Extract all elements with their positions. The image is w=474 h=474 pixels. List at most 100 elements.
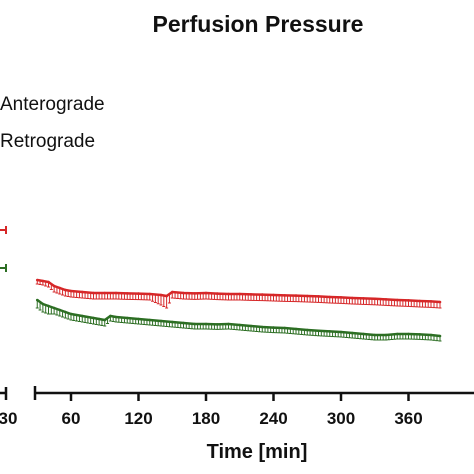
data-point [52, 284, 56, 288]
data-point [80, 290, 84, 294]
data-point [80, 314, 84, 318]
data-point [373, 297, 377, 301]
data-point [92, 316, 95, 320]
data-point [35, 298, 39, 302]
data-point [215, 292, 219, 295]
data-point [260, 325, 264, 329]
data-point [407, 299, 410, 302]
x-tick-label-360: 360 [394, 409, 422, 428]
data-point [384, 333, 388, 337]
data-point [204, 291, 208, 295]
data-point [64, 288, 67, 292]
data-point [97, 317, 101, 321]
data-point [103, 318, 107, 322]
data-point [159, 319, 163, 323]
left-axis-stub [0, 226, 8, 400]
series-line-retrograde [36, 298, 441, 338]
data-point [137, 292, 140, 295]
data-point [350, 331, 354, 335]
data-point [47, 304, 50, 308]
data-point [249, 324, 253, 328]
data-point [58, 286, 62, 290]
data-point [41, 279, 45, 283]
data-point [92, 291, 95, 295]
data-point [215, 323, 219, 326]
data-point [438, 300, 442, 304]
data-point [204, 322, 208, 326]
x-tick-label-120: 120 [124, 409, 152, 428]
data-point [125, 292, 129, 295]
data-point [305, 328, 309, 332]
x-tick-label-300: 300 [327, 409, 355, 428]
data-point [362, 332, 365, 336]
data-point [317, 329, 320, 333]
data-point [317, 295, 320, 298]
data-point [47, 280, 50, 284]
data-point [339, 330, 343, 334]
legend-entry-retrograde: Retrograde [0, 131, 95, 152]
data-point [69, 289, 73, 293]
data-point [350, 296, 354, 300]
legend: Anterograde Retrograde [0, 94, 105, 152]
series-retrograde [35, 298, 442, 342]
data-point [384, 298, 388, 301]
data-point [148, 292, 152, 296]
left-stub-marker-1 [0, 264, 7, 272]
data-point [148, 318, 152, 322]
data-point [114, 315, 118, 319]
data-point [294, 327, 298, 331]
x-tick-label-180: 180 [192, 409, 220, 428]
data-point [159, 293, 163, 297]
series-layer [35, 278, 442, 342]
data-point [272, 326, 275, 329]
x-tick-label-30: 30 [0, 409, 17, 428]
data-point [305, 294, 309, 298]
data-point [429, 300, 433, 303]
data-point [373, 333, 377, 337]
left-stub-marker-0 [0, 226, 7, 234]
legend-entry-anterograde: Anterograde [0, 94, 105, 115]
data-point [125, 316, 129, 320]
data-point [238, 292, 242, 296]
chart-title: Perfusion Pressure [153, 11, 364, 37]
x-axis-label: Time [min] [207, 441, 308, 463]
data-point [339, 296, 343, 299]
data-point [418, 299, 422, 303]
x-tick-labels: 30 60 120 180 240 300 360 [0, 409, 423, 428]
data-point [170, 290, 174, 294]
data-point [395, 298, 399, 302]
data-point [227, 322, 230, 326]
series-anterograde [35, 278, 442, 309]
data-point [64, 310, 67, 314]
data-point [182, 321, 185, 325]
data-point [294, 294, 298, 297]
data-point [41, 302, 45, 306]
data-point [283, 326, 287, 330]
left-axis-stub-line [0, 387, 8, 400]
data-point [137, 317, 140, 321]
x-tick-label-60: 60 [62, 409, 81, 428]
data-point [227, 292, 230, 296]
data-point [249, 293, 253, 296]
data-point [395, 332, 399, 336]
data-point [165, 294, 168, 298]
x-tick-label-240: 240 [259, 409, 287, 428]
data-point [328, 295, 332, 299]
data-point [69, 312, 73, 316]
data-point [438, 334, 442, 338]
data-point [52, 306, 56, 310]
data-point [193, 322, 197, 326]
data-point [362, 297, 365, 300]
x-axis [33, 386, 474, 401]
data-point [109, 314, 112, 318]
data-point [193, 292, 197, 295]
data-point [182, 291, 185, 295]
data-point [328, 330, 332, 333]
data-point [114, 291, 118, 295]
data-point [429, 333, 433, 337]
data-point [407, 332, 410, 336]
data-point [418, 333, 422, 336]
data-point [103, 291, 107, 295]
data-point [283, 294, 287, 297]
